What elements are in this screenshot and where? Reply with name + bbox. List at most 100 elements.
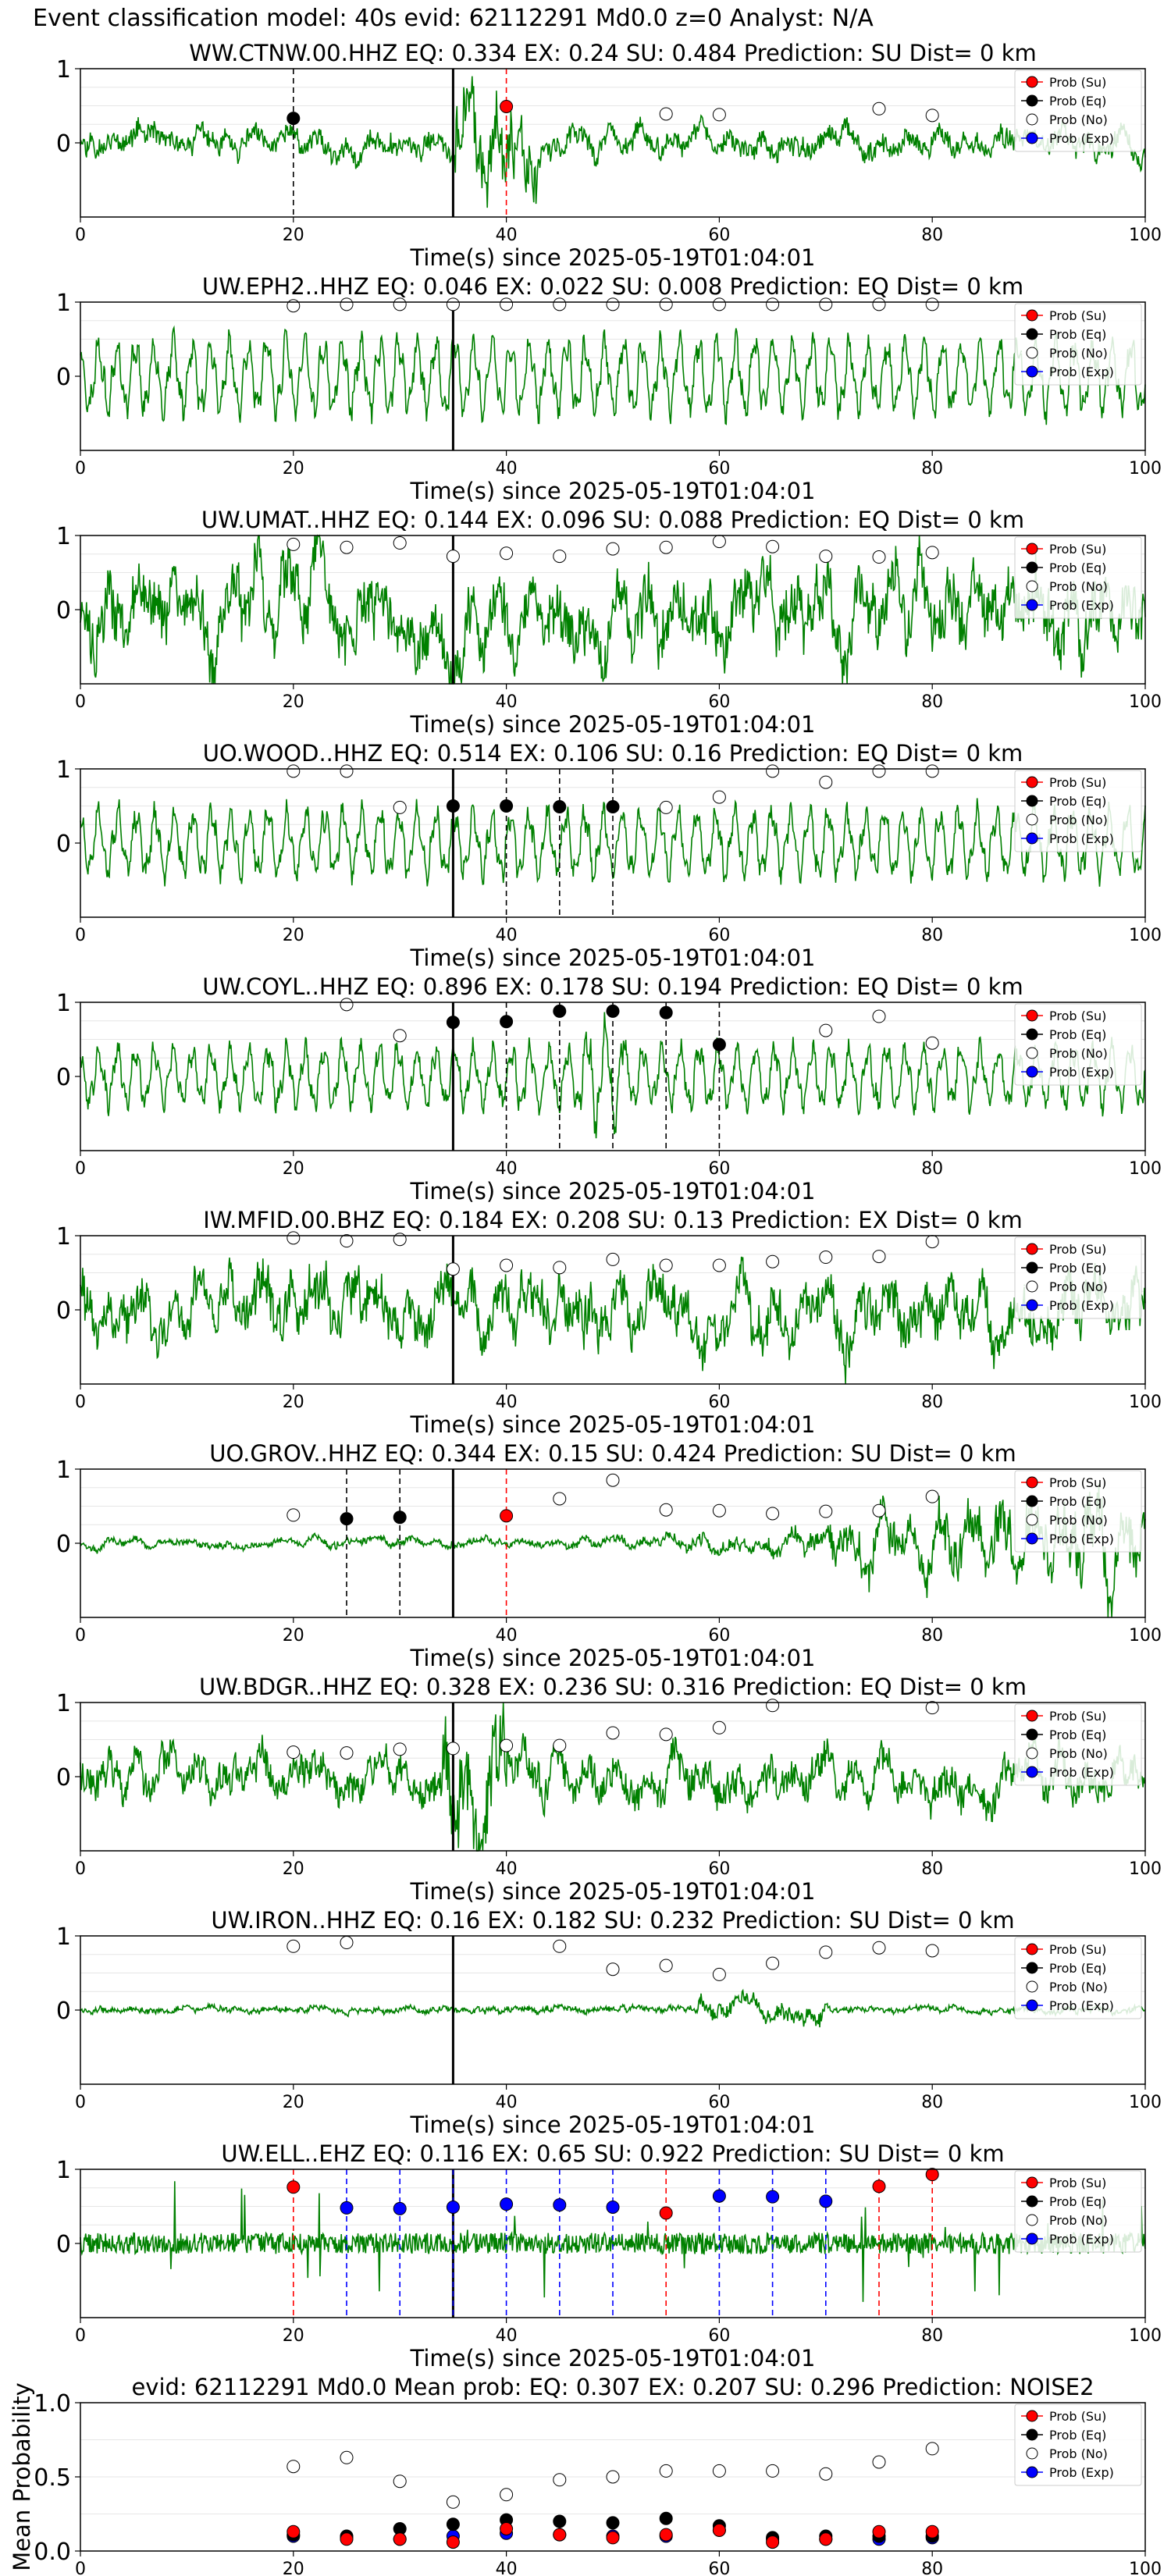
x-tick-label: 0 — [75, 2093, 86, 2112]
legend-marker — [1026, 561, 1038, 574]
legend-label: Prob (Su) — [1049, 75, 1106, 90]
y-tick-label: 0.0 — [34, 2539, 71, 2566]
seismic-trace — [80, 1483, 1146, 1618]
x-tick-label: 100 — [1129, 2093, 1162, 2112]
prob-point-no — [872, 1250, 886, 1264]
prob-point-no — [500, 546, 514, 560]
prob-point-su — [500, 99, 514, 113]
x-tick-label: 60 — [708, 692, 730, 712]
mean-prob-point-no — [712, 2464, 726, 2478]
mean-prob-point-no — [393, 2475, 407, 2489]
y-tick-label: 1 — [56, 523, 71, 550]
legend-label: Prob (Eq) — [1049, 1027, 1106, 1042]
x-tick-label: 20 — [283, 1626, 304, 1646]
legend-marker — [1026, 1299, 1038, 1311]
prob-point-su — [925, 2168, 939, 2182]
prob-point-eq — [340, 1512, 354, 1526]
legend-marker — [1026, 113, 1038, 126]
legend-marker — [1026, 1514, 1038, 1526]
x-tick-label: 60 — [708, 226, 730, 245]
prob-point-no — [819, 1251, 833, 1265]
prob-point-eq — [659, 1005, 673, 1019]
prob-point-exp — [606, 2200, 620, 2214]
legend-label: Prob (Su) — [1049, 1475, 1106, 1490]
x-tick-label: 100 — [1129, 459, 1162, 479]
legend-marker — [1026, 2428, 1038, 2441]
prob-point-no — [872, 297, 886, 311]
legend-marker — [1026, 2466, 1038, 2478]
x-tick-label: 80 — [921, 459, 943, 479]
x-tick-label: 20 — [283, 2326, 304, 2346]
x-tick-label: 0 — [75, 1859, 86, 1879]
prob-point-exp — [712, 2189, 726, 2203]
legend-marker — [1026, 365, 1038, 378]
prob-point-no — [393, 1742, 407, 1756]
prob-point-no — [340, 297, 354, 311]
legend-box — [1014, 536, 1142, 619]
legend-label: Prob (Exp) — [1049, 1998, 1114, 2013]
prob-point-exp — [553, 2198, 567, 2212]
x-tick-label: 40 — [496, 2560, 518, 2576]
prob-point-no — [340, 764, 354, 778]
prob-point-no — [393, 1233, 407, 1247]
legend-marker — [1026, 599, 1038, 611]
legend-marker — [1026, 1280, 1038, 1293]
y-tick-label: 0 — [56, 2231, 71, 2258]
mean-prob-point-no — [819, 2467, 833, 2481]
mean-prob-point-no — [766, 2464, 780, 2478]
y-tick-label: 0 — [56, 1064, 71, 1091]
prob-point-eq — [446, 799, 460, 813]
prob-point-no — [819, 550, 833, 564]
x-tick-label: 80 — [921, 226, 943, 245]
prob-point-no — [606, 297, 620, 311]
x-axis-label: Time(s) since 2025-05-19T01:04:01 — [410, 2345, 816, 2371]
seismic-trace — [80, 1702, 1146, 1852]
x-tick-label: 40 — [496, 926, 518, 945]
legend-label: Prob (Su) — [1049, 1709, 1106, 1724]
y-tick-label: 0 — [56, 1531, 71, 1558]
prob-point-no — [446, 1742, 460, 1756]
legend-label: Prob (Su) — [1049, 1009, 1106, 1023]
legend-label: Prob (Eq) — [1049, 794, 1106, 809]
panel-3: UW.UMAT..HHZ EQ: 0.144 EX: 0.096 SU: 0.0… — [56, 507, 1162, 738]
y-tick-label: 0 — [56, 597, 71, 624]
mean-prob-point-eq — [606, 2516, 620, 2530]
legend-label: Prob (Exp) — [1049, 1765, 1114, 1780]
legend-marker — [1026, 347, 1038, 359]
prob-point-no — [766, 1699, 780, 1713]
mean-prob-point-eq — [659, 2511, 673, 2525]
legend-marker — [1026, 1243, 1038, 1255]
legend-label: Prob (Su) — [1049, 1942, 1106, 1957]
x-tick-label: 0 — [75, 1159, 86, 1179]
panel-title: WW.CTNW.00.HHZ EQ: 0.334 EX: 0.24 SU: 0.… — [189, 40, 1037, 66]
legend-label: Prob (No) — [1049, 2446, 1108, 2461]
y-tick-label: 1 — [56, 1223, 71, 1251]
x-tick-label: 80 — [921, 1859, 943, 1879]
mean-prob-point-eq — [446, 2517, 460, 2532]
prob-point-eq — [500, 799, 514, 813]
prob-point-no — [712, 1503, 726, 1517]
prob-point-eq — [287, 112, 301, 126]
x-tick-label: 100 — [1129, 2326, 1162, 2346]
mean-prob-point-su — [659, 2528, 673, 2542]
legend-marker — [1026, 2410, 1038, 2422]
legend-marker — [1026, 2447, 1038, 2460]
prob-point-exp — [340, 2201, 354, 2215]
legend-label: Prob (No) — [1049, 112, 1108, 127]
legend-marker — [1026, 309, 1038, 322]
legend-marker — [1026, 1747, 1038, 1759]
prob-point-su — [500, 1509, 514, 1523]
seismic-trace — [80, 1256, 1146, 1385]
prob-point-eq — [712, 1037, 726, 1051]
y-tick-label: 0 — [56, 364, 71, 391]
mean-prob-point-no — [340, 2450, 354, 2464]
legend-marker — [1026, 1999, 1038, 2012]
prob-point-eq — [500, 1015, 514, 1029]
panel-title: UW.EPH2..HHZ EQ: 0.046 EX: 0.022 SU: 0.0… — [202, 273, 1023, 300]
legend-label: Prob (No) — [1049, 579, 1108, 594]
legend-label: Prob (No) — [1049, 2213, 1108, 2228]
legend-box — [1014, 770, 1142, 852]
legend-marker — [1026, 813, 1038, 826]
x-tick-label: 60 — [708, 1859, 730, 1879]
prob-point-no — [659, 1258, 673, 1272]
